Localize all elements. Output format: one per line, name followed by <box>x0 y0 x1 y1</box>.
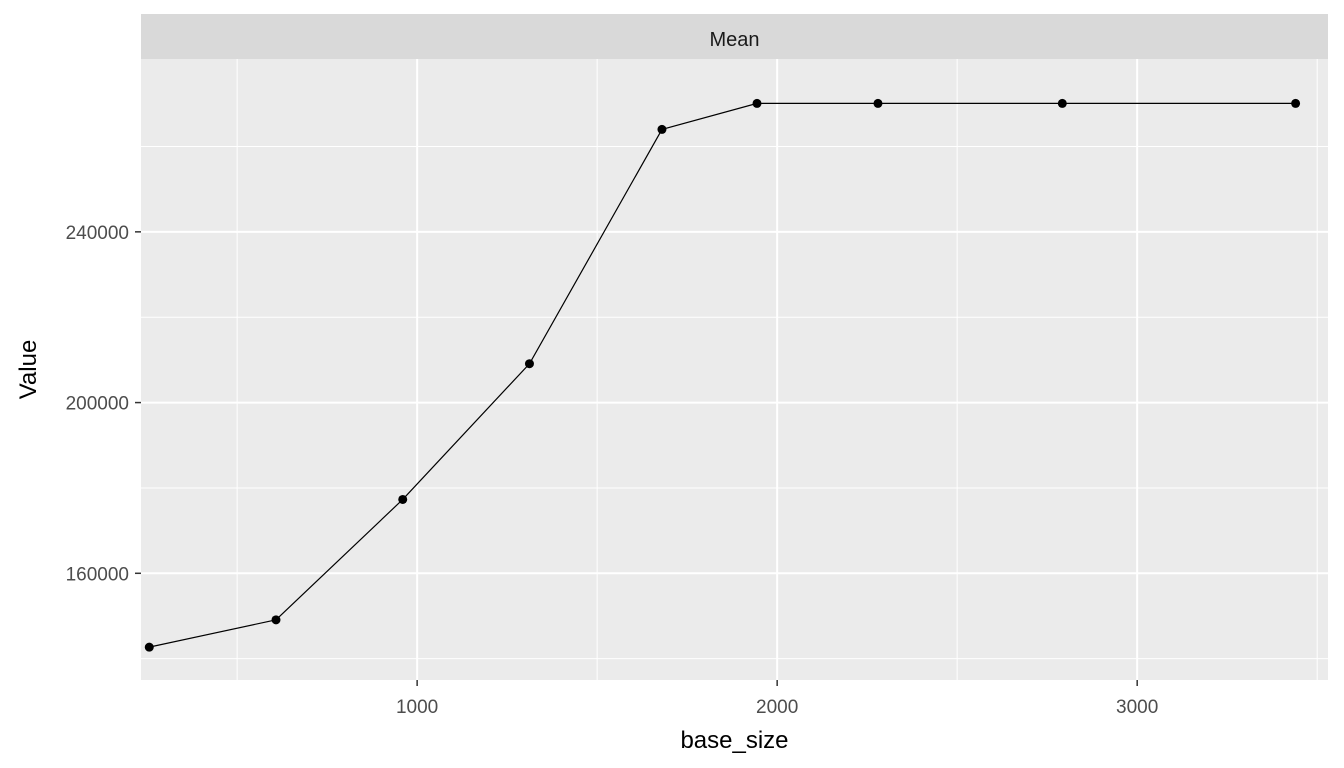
minor-grid <box>141 59 1328 680</box>
facet-strip <box>141 14 1328 59</box>
series-points-group <box>144 98 1301 652</box>
facet-strip-label: Mean <box>709 29 759 51</box>
major-grid <box>141 59 1328 680</box>
data-point <box>144 642 154 652</box>
data-point <box>398 494 408 504</box>
x-tick-label: 3000 <box>1116 697 1158 718</box>
data-point <box>873 98 883 108</box>
y-tick-label: 200000 <box>66 394 129 415</box>
plot-panel <box>141 59 1328 680</box>
y-tick-label: 240000 <box>66 223 129 244</box>
y-tick-label: 160000 <box>66 564 129 585</box>
data-point <box>524 359 534 369</box>
y-axis-title: Value <box>15 340 42 400</box>
x-axis: 1000 2000 3000 <box>396 680 1158 718</box>
data-point <box>1057 98 1067 108</box>
x-tick-label: 2000 <box>756 697 798 718</box>
data-point <box>752 98 762 108</box>
x-axis-title: base_size <box>680 727 788 754</box>
y-axis: 160000 200000 240000 <box>66 223 141 585</box>
data-point <box>657 124 667 134</box>
data-point <box>1291 98 1301 108</box>
x-tick-label: 1000 <box>396 697 438 718</box>
data-point <box>271 615 281 625</box>
